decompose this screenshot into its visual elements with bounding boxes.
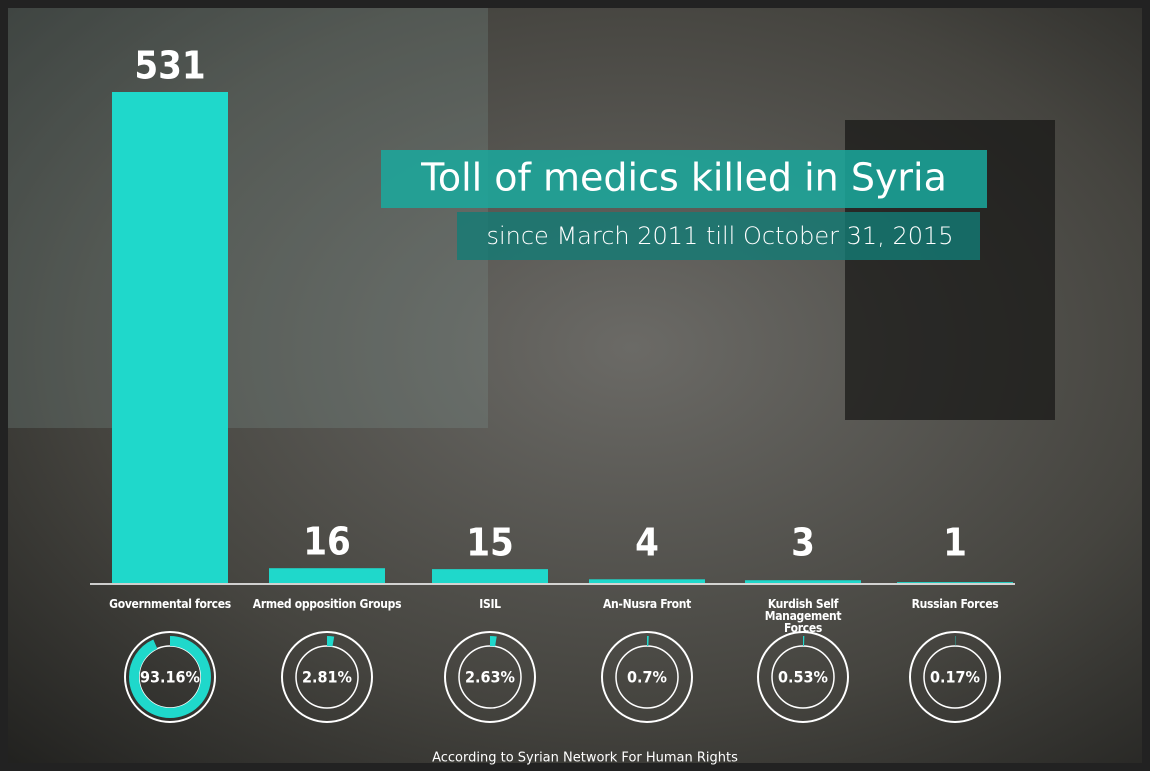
share-label: 93.16%: [140, 668, 200, 687]
category-label: Russian Forces: [880, 598, 1030, 610]
value-label: 531: [134, 44, 205, 88]
value-label: 15: [466, 521, 514, 565]
share-label: 0.7%: [627, 668, 667, 687]
share-label: 2.81%: [302, 668, 352, 687]
bar: [112, 92, 228, 583]
category-label: ISIL: [415, 598, 565, 610]
chart: Toll of medics killed in Syria since Mar…: [0, 0, 1150, 771]
category-label: Governmental forces: [95, 598, 245, 610]
share-label: 0.53%: [778, 668, 828, 687]
category-label: An-Nusra Front: [572, 598, 722, 610]
bar: [589, 579, 705, 583]
category-label: Armed opposition Groups: [252, 598, 402, 610]
value-label: 4: [635, 521, 659, 565]
value-label: 1: [943, 521, 967, 565]
bar: [897, 582, 1013, 583]
chart-subtitle: since March 2011 till October 31, 2015: [486, 222, 953, 250]
infographic: Toll of medics killed in Syria since Mar…: [0, 0, 1150, 771]
value-label: 16: [303, 520, 351, 564]
source-note: According to Syrian Network For Human Ri…: [432, 751, 738, 766]
share-label: 0.17%: [930, 668, 980, 687]
share-label: 2.63%: [465, 668, 515, 687]
category-label: Kurdish Self Management Forces: [748, 598, 858, 634]
bar: [269, 568, 385, 583]
wall-tint: [8, 8, 488, 428]
value-label: 3: [791, 521, 815, 565]
chart-title: Toll of medics killed in Syria: [420, 156, 947, 200]
bar: [432, 569, 548, 583]
bar: [745, 580, 861, 583]
